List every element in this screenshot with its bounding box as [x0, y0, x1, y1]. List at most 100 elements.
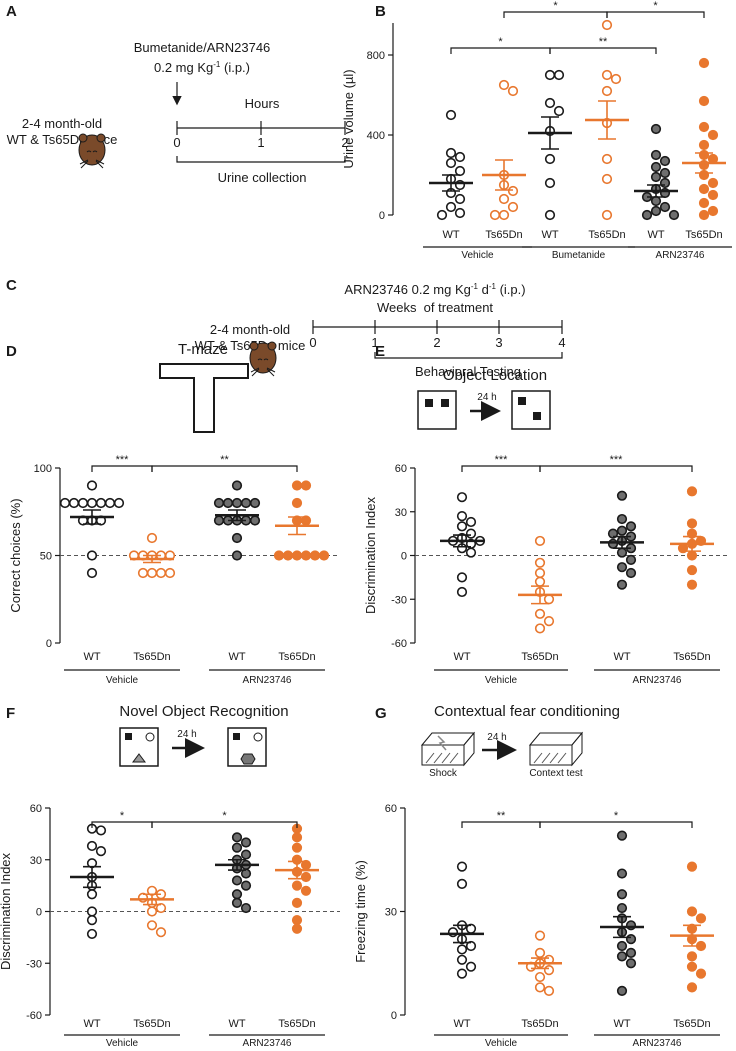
panel-a: A Bumetanide/ARN23746 0.2 mg Kg-1 (i.p.)…	[6, 3, 349, 185]
sem-bar	[143, 893, 161, 906]
y-tick-label: 0	[401, 551, 407, 563]
data-point	[465, 547, 477, 558]
data-point	[240, 837, 252, 848]
y-tick-label: -60	[26, 1010, 42, 1022]
sem-bar	[453, 534, 471, 548]
data-point	[534, 567, 546, 579]
y-axis-label: Discrimination Index	[0, 852, 13, 970]
data-point	[164, 567, 176, 579]
bracket	[176, 156, 346, 163]
data-point	[445, 157, 457, 169]
significance-label: ***	[116, 454, 130, 466]
group-label: Vehicle	[461, 250, 494, 261]
timeline-label: 3	[495, 335, 502, 350]
data-point	[231, 497, 243, 509]
data-point	[291, 880, 303, 891]
sem-bar	[531, 585, 549, 605]
data-point	[616, 940, 628, 952]
data-point	[155, 927, 167, 938]
data-point	[543, 616, 555, 627]
data-point	[456, 572, 468, 583]
data-point	[601, 153, 613, 165]
x-tick-label: Ts65Dn	[588, 229, 625, 241]
significance-label: *	[653, 0, 658, 12]
data-point	[601, 209, 613, 221]
data-point	[86, 567, 98, 579]
data-point	[222, 497, 234, 509]
sem-bar	[442, 174, 460, 192]
significance-bracket	[151, 821, 298, 828]
data-point	[291, 480, 303, 491]
data-point	[616, 579, 628, 590]
data-point	[86, 928, 98, 940]
dose-text: 0.2 mg Kg	[154, 60, 213, 75]
data-point	[534, 971, 546, 983]
y-tick-label: 30	[395, 507, 407, 519]
data-point	[456, 954, 468, 965]
data-point	[650, 149, 662, 161]
sem-bar	[541, 116, 559, 150]
data-point	[454, 151, 466, 163]
data-point	[668, 209, 680, 221]
data-point	[625, 567, 637, 579]
sem-bar	[647, 184, 665, 198]
t-maze-icon	[159, 363, 249, 433]
axis-label: Hours	[245, 96, 280, 111]
x-tick-label: Ts65Dn	[485, 229, 522, 241]
sem-bar	[453, 924, 471, 944]
data-point	[456, 968, 468, 979]
sem-bar	[613, 535, 631, 550]
data-point	[300, 550, 312, 561]
significance-label: **	[497, 810, 506, 822]
group-label: ARN23746	[633, 675, 682, 686]
data-point	[282, 550, 294, 561]
data-point	[616, 889, 628, 900]
significance-label: *	[614, 810, 619, 822]
data-point	[601, 85, 613, 97]
data-point	[240, 849, 252, 860]
data-point	[291, 832, 303, 843]
data-point	[155, 567, 167, 579]
data-point	[607, 538, 619, 549]
data-point	[625, 920, 637, 931]
data-point	[695, 968, 707, 979]
timeline-label: 2	[341, 135, 348, 150]
panel-letter: F	[6, 705, 15, 722]
data-point	[650, 195, 662, 207]
data-point	[686, 564, 698, 576]
x-tick-label: Ts65Dn	[685, 229, 722, 241]
timeline-label: 0	[173, 135, 180, 150]
data-point	[659, 201, 671, 213]
y-tick-label: 400	[367, 130, 385, 142]
significance-bracket	[461, 821, 541, 828]
bracket	[374, 352, 563, 359]
significance-bracket	[539, 465, 693, 472]
data-point	[625, 958, 637, 969]
timeline-ticks	[312, 320, 563, 334]
data-point	[498, 193, 510, 205]
data-point	[686, 906, 698, 917]
x-tick-label: WT	[453, 1018, 470, 1030]
treatment-text: (i.p.)	[496, 282, 526, 297]
sem-bar	[143, 554, 161, 564]
data-point	[553, 69, 565, 81]
data-point	[616, 830, 628, 841]
data-point	[695, 913, 707, 924]
timeline-label: 1	[371, 335, 378, 350]
data-point	[77, 497, 89, 509]
sem-bar	[83, 509, 101, 525]
significance-label: ***	[610, 454, 624, 466]
sem-bar	[683, 924, 701, 947]
x-tick-label: Ts65Dn	[673, 1018, 710, 1030]
data-point	[601, 173, 613, 185]
data-point	[686, 518, 698, 529]
data-point	[601, 69, 613, 81]
mice: 2-4 month-old	[22, 116, 102, 131]
data-point	[318, 550, 330, 561]
data-point	[95, 846, 107, 857]
significance-label: **	[599, 36, 608, 48]
sem-bar	[613, 915, 631, 939]
data-point	[707, 189, 719, 201]
data-point	[601, 19, 613, 31]
y-axis-label: Discrimination Index	[363, 496, 378, 614]
